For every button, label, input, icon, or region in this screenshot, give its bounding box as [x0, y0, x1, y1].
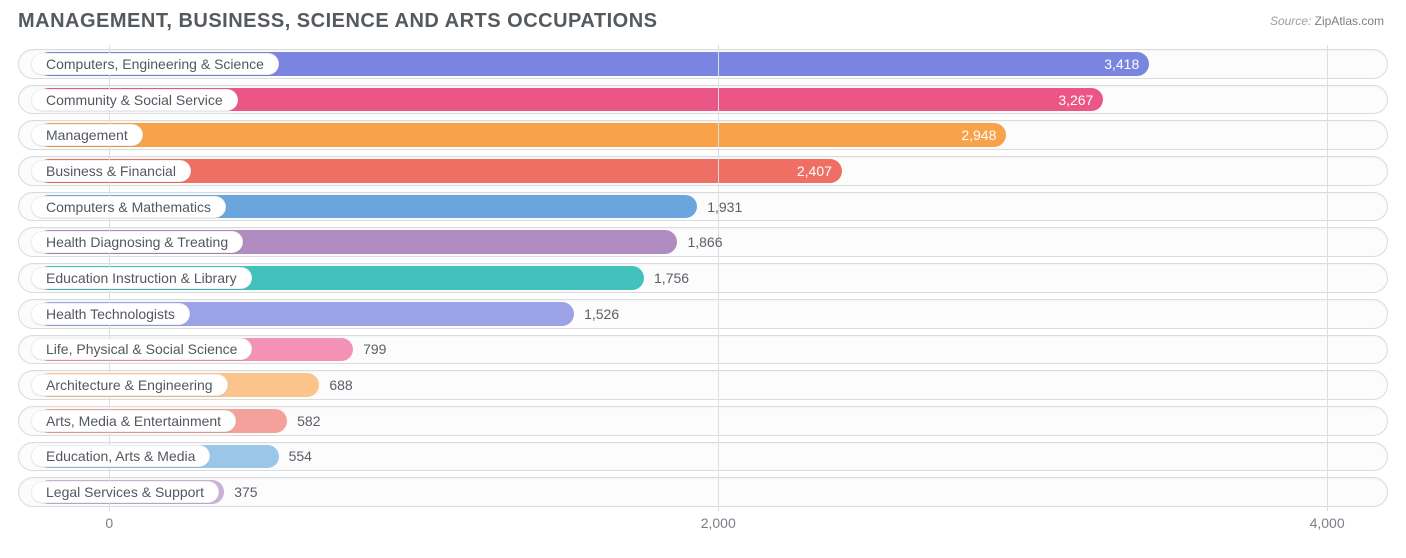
bars-area: Computers, Engineering & Science3,418Com… — [18, 49, 1388, 507]
chart-title: MANAGEMENT, BUSINESS, SCIENCE AND ARTS O… — [18, 10, 1388, 33]
bar-category-label: Computers & Mathematics — [31, 196, 226, 218]
bar-track: Management 2,948 — [18, 120, 1388, 150]
bar-category-label: Management — [31, 124, 143, 146]
bar-row: Community & Social Service 3,267 — [18, 85, 1388, 115]
bar-value-label: 554 — [289, 448, 312, 464]
bar-row: Education Instruction & Library 1,756 — [18, 263, 1388, 293]
bar-row: Business & Financial 2,407 — [18, 156, 1388, 186]
bar-category-label: Health Technologists — [31, 303, 190, 325]
bar-track: Architecture & Engineering 688 — [18, 370, 1388, 400]
source-label: Source: — [1270, 14, 1311, 28]
bar-track: Education, Arts & Media 554 — [18, 442, 1388, 472]
bar-track: Health Diagnosing & Treating 1,866 — [18, 227, 1388, 257]
bar-value-label: 1,866 — [687, 234, 722, 250]
bar-track: Life, Physical & Social Science 799 — [18, 335, 1388, 365]
bar-value-label: 1,931 — [707, 199, 742, 215]
bar-category-label: Legal Services & Support — [31, 481, 219, 503]
bar-value-label: 375 — [234, 484, 257, 500]
bar-track: Computers, Engineering & Science 3,418 — [18, 49, 1388, 79]
bar-category-label: Community & Social Service — [31, 89, 238, 111]
bar-track: Community & Social Service 3,267 — [18, 85, 1388, 115]
bar-category-label: Architecture & Engineering — [31, 374, 228, 396]
bar-category-label: Computers, Engineering & Science — [31, 53, 279, 75]
x-axis-tick-label: 4,000 — [1310, 515, 1345, 531]
bar-value-label: 2,948 — [961, 127, 996, 143]
bar-category-label: Arts, Media & Entertainment — [31, 410, 236, 432]
x-axis-tick-label: 0 — [105, 515, 113, 531]
bar-category-label: Health Diagnosing & Treating — [31, 231, 243, 253]
bar-row: Computers, Engineering & Science 3,418 — [18, 49, 1388, 79]
bar-row: Health Diagnosing & Treating 1,866 — [18, 227, 1388, 257]
bar-track: Computers & Mathematics 1,931 — [18, 192, 1388, 222]
bar-value-label: 799 — [363, 341, 386, 357]
bar-track: Health Technologists 1,526 — [18, 299, 1388, 329]
bar-track: Legal Services & Support 375 — [18, 477, 1388, 507]
bar-row: Education, Arts & Media 554 — [18, 442, 1388, 472]
bar-value-label: 1,526 — [584, 306, 619, 322]
bar-value-label: 3,267 — [1058, 92, 1093, 108]
bar-track: Arts, Media & Entertainment 582 — [18, 406, 1388, 436]
bar-track: Business & Financial 2,407 — [18, 156, 1388, 186]
bar-track: Education Instruction & Library 1,756 — [18, 263, 1388, 293]
bar-category-label: Education, Arts & Media — [31, 445, 210, 467]
bar-value-label: 582 — [297, 413, 320, 429]
source-attribution: Source: ZipAtlas.com — [1270, 14, 1384, 28]
bar-fill — [37, 123, 1006, 147]
bar-value-label: 1,756 — [654, 270, 689, 286]
bar-row: Life, Physical & Social Science 799 — [18, 335, 1388, 365]
chart-container: MANAGEMENT, BUSINESS, SCIENCE AND ARTS O… — [0, 0, 1406, 558]
bar-value-label: 688 — [329, 377, 352, 393]
grid-line — [718, 45, 719, 511]
bar-category-label: Education Instruction & Library — [31, 267, 252, 289]
bar-row: Computers & Mathematics 1,931 — [18, 192, 1388, 222]
bar-category-label: Life, Physical & Social Science — [31, 338, 252, 360]
bar-row: Arts, Media & Entertainment 582 — [18, 406, 1388, 436]
source-value: ZipAtlas.com — [1315, 14, 1384, 28]
bar-category-label: Business & Financial — [31, 160, 191, 182]
bar-row: Health Technologists 1,526 — [18, 299, 1388, 329]
bar-row: Legal Services & Support 375 — [18, 477, 1388, 507]
grid-line — [1327, 45, 1328, 511]
bar-value-label: 3,418 — [1104, 56, 1139, 72]
bar-value-label: 2,407 — [797, 163, 832, 179]
plot-area: Computers, Engineering & Science3,418Com… — [18, 45, 1388, 531]
bar-row: Architecture & Engineering 688 — [18, 370, 1388, 400]
x-axis-tick-label: 2,000 — [701, 515, 736, 531]
bar-row: Management 2,948 — [18, 120, 1388, 150]
